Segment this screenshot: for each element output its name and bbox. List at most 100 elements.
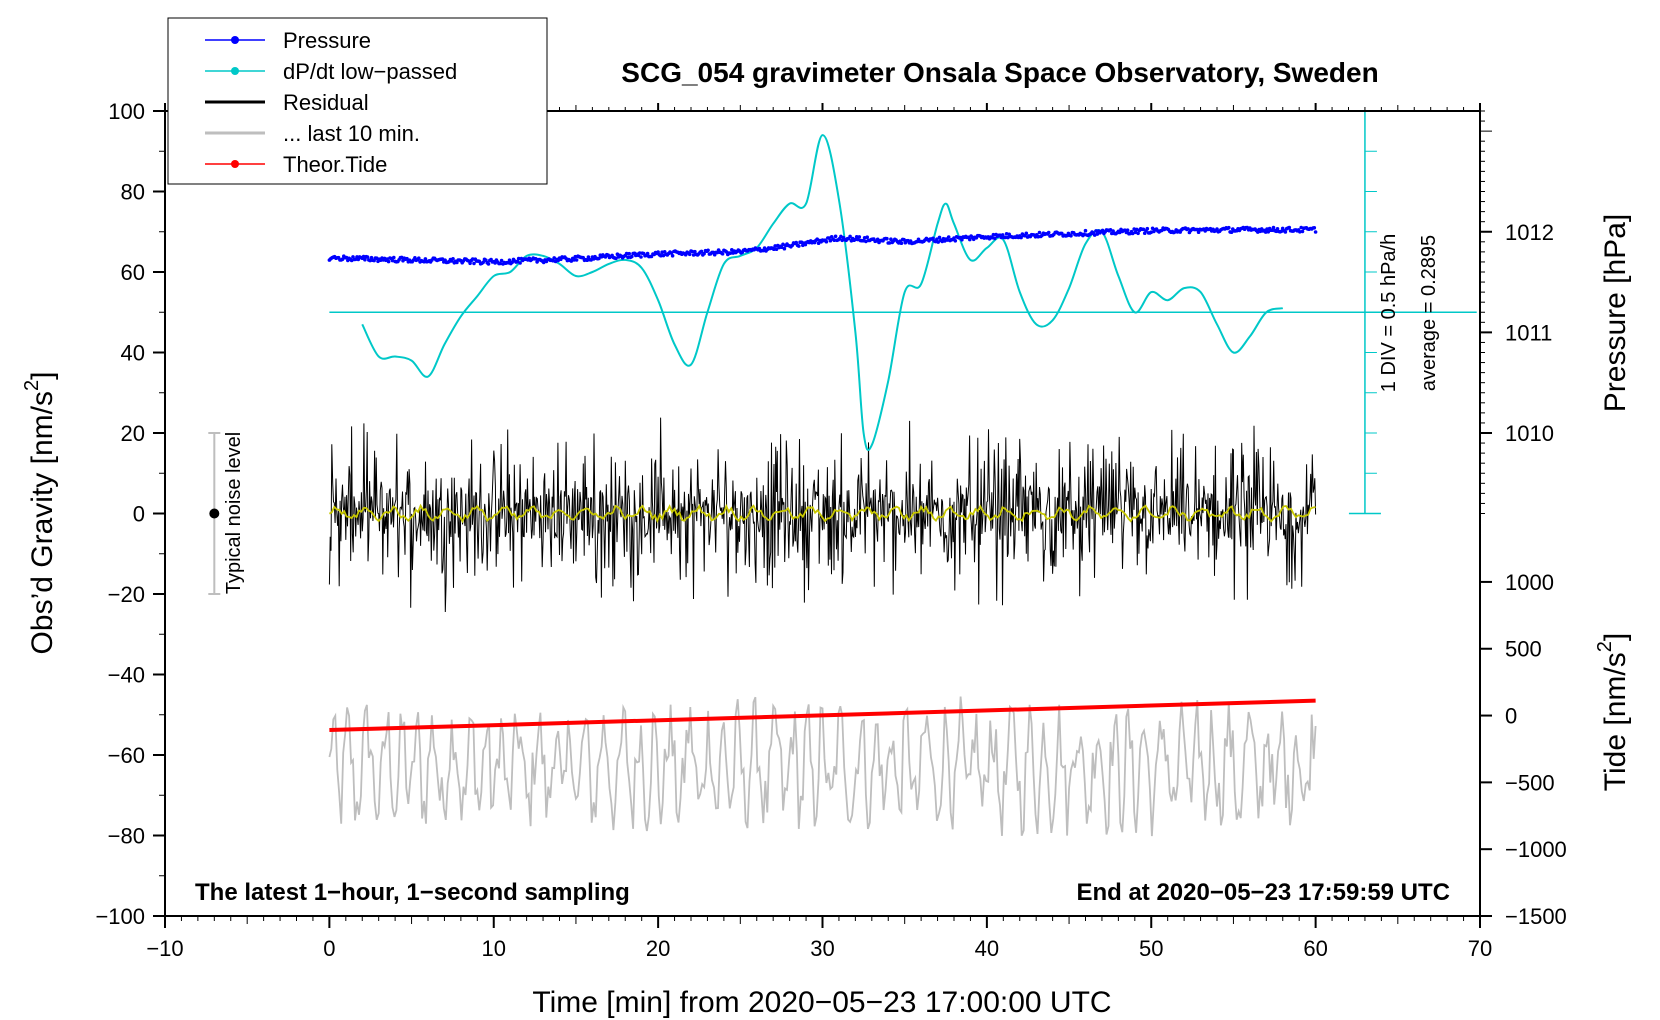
x-tick-label: 40	[975, 936, 999, 961]
pressure-point	[832, 238, 837, 242]
pressure-point	[931, 236, 935, 241]
pressure-point	[848, 234, 852, 239]
series-dpdt	[361, 134, 1284, 452]
pressure-point	[1145, 226, 1150, 231]
pressure-point	[451, 257, 455, 261]
y-axis-title-pressure: Pressure [hPa]	[1599, 214, 1632, 412]
pressure-point	[875, 237, 880, 242]
tide-tick-label: 1000	[1505, 570, 1554, 595]
pressure-point	[936, 240, 940, 244]
y-tick-label: 60	[121, 260, 145, 285]
y-tick-label: 100	[108, 99, 145, 124]
pressure-point	[937, 235, 942, 240]
series-residual-smoothed	[328, 503, 1316, 524]
pressure-point	[481, 260, 486, 265]
x-axis: −10 0 10 20 30 40 50 60 70	[146, 103, 1492, 961]
pressure-point	[386, 259, 391, 264]
pressure-point	[1132, 227, 1136, 231]
series-theor-tide	[329, 698, 1316, 733]
pressure-point	[991, 232, 996, 237]
pressure-point	[824, 239, 829, 244]
pressure-point	[1279, 229, 1284, 234]
x-tick-label: 70	[1468, 936, 1492, 961]
pressure-point	[1266, 230, 1271, 234]
pressure-tick-label: 1012	[1505, 220, 1554, 245]
pressure-point	[1131, 231, 1135, 236]
chart-title: SCG_054 gravimeter Onsala Space Observat…	[621, 57, 1378, 88]
x-tick-label: 0	[323, 936, 335, 961]
pressure-point	[990, 235, 994, 240]
y-tick-label: −40	[108, 663, 145, 688]
x-tick-label: 30	[810, 936, 834, 961]
legend: Pressure dP/dt low−passed Residual ... last…	[167, 17, 548, 185]
pressure-point	[1141, 227, 1146, 232]
pressure-point	[993, 236, 997, 241]
legend-label: Pressure	[283, 28, 371, 53]
pressure-point	[586, 255, 591, 259]
x-tick-label: 50	[1139, 936, 1163, 961]
pressure-point	[468, 261, 472, 266]
pressure-point	[857, 235, 862, 239]
y-axis-title-tide: Tide [nm/s2]	[1594, 633, 1632, 791]
pressure-point	[472, 261, 476, 266]
pressure-point	[551, 258, 555, 263]
pressure-point	[1125, 228, 1130, 232]
pressure-point	[1313, 230, 1318, 234]
pressure-point	[833, 234, 838, 239]
pressure-point	[687, 252, 692, 257]
legend-label: dP/dt low−passed	[283, 59, 457, 84]
y-axis-title-gravity: Obs’d Gravity [nm/s2]	[21, 372, 59, 655]
pressure-point	[828, 238, 833, 243]
pressure-point	[630, 254, 634, 259]
x-axis-title: Time [min] from 2020−05−23 17:00:00 UTC	[532, 986, 1111, 1019]
pressure-point	[574, 258, 579, 262]
pressure-point	[1298, 230, 1302, 234]
pressure-point	[552, 256, 556, 260]
pressure-point	[728, 251, 733, 255]
pressure-point	[624, 251, 629, 256]
legend-label: Theor.Tide	[283, 152, 387, 177]
pressure-point	[626, 255, 630, 260]
pressure-point	[572, 258, 576, 262]
pressure-point	[1024, 231, 1029, 236]
y-axis-title-gravity-sup: 2	[21, 380, 43, 391]
pressure-point	[690, 249, 695, 254]
dpdt-average-label: average = 0.2895	[1418, 235, 1440, 391]
pressure-point	[1196, 230, 1201, 234]
tide-tick-label: 0	[1505, 704, 1517, 729]
pressure-point	[569, 259, 574, 263]
pressure-point	[392, 255, 396, 260]
pressure-point	[470, 257, 475, 261]
pressure-point	[1300, 229, 1305, 234]
pressure-point	[865, 235, 869, 239]
pressure-point	[1270, 228, 1274, 232]
pressure-point	[499, 258, 504, 263]
y-tick-label: −60	[108, 743, 145, 768]
pressure-point	[720, 252, 725, 256]
pressure-point	[340, 257, 345, 262]
pressure-point	[368, 258, 372, 263]
pressure-point	[885, 236, 889, 241]
pressure-point	[1283, 230, 1288, 234]
pressure-point	[691, 253, 696, 257]
pressure-point	[498, 261, 503, 266]
pressure-point	[627, 251, 631, 256]
pressure-point	[1136, 231, 1140, 236]
pressure-point	[854, 235, 859, 239]
pressure-point	[670, 254, 675, 258]
tide-tick-label: −1500	[1505, 904, 1567, 929]
x-tick-label: 10	[482, 936, 506, 961]
pressure-point	[1019, 235, 1023, 240]
pressure-point	[363, 257, 367, 262]
pressure-point	[772, 247, 776, 251]
y-axis-tide: −1500 −1000 −500 0 500 1000	[1480, 570, 1567, 929]
series-residual	[328, 417, 1317, 613]
x-tick-label: 60	[1303, 936, 1327, 961]
pressure-point	[422, 259, 426, 264]
y-axis-pressure: 1010 1011 1012	[1480, 110, 1554, 514]
pressure-point	[361, 254, 366, 259]
legend-label: Residual	[283, 90, 369, 115]
pressure-point	[1275, 227, 1280, 231]
pressure-point	[853, 237, 858, 242]
pressure-point	[639, 255, 643, 259]
